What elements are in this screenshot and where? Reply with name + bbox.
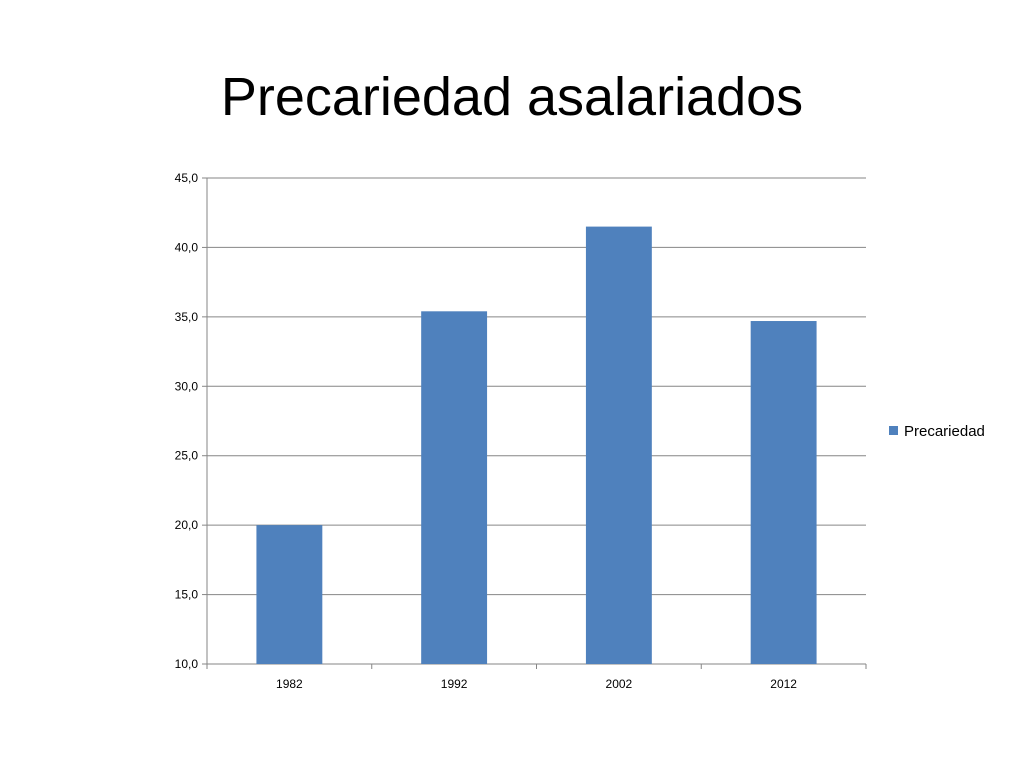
bar-1982 — [256, 525, 323, 664]
legend-label: Precariedad — [904, 423, 985, 440]
y-tick-label: 35,0 — [175, 310, 199, 324]
y-tick-label: 15,0 — [175, 588, 199, 602]
x-tick-label: 1982 — [276, 677, 303, 691]
x-tick-label: 1992 — [441, 677, 468, 691]
bar-2002 — [585, 226, 652, 664]
y-tick-label: 40,0 — [175, 240, 199, 254]
y-tick-label: 10,0 — [175, 657, 199, 671]
y-tick-label: 30,0 — [175, 379, 199, 393]
bar-1992 — [421, 311, 488, 664]
legend-swatch — [889, 426, 898, 435]
slide-title: Precariedad asalariados — [220, 67, 804, 127]
y-tick-label: 20,0 — [175, 518, 199, 532]
y-tick-label: 25,0 — [175, 449, 199, 463]
x-tick-label: 2002 — [606, 677, 633, 691]
bar-2012 — [750, 321, 817, 664]
y-tick-label: 45,0 — [175, 171, 199, 185]
x-tick-label: 2012 — [770, 677, 797, 691]
